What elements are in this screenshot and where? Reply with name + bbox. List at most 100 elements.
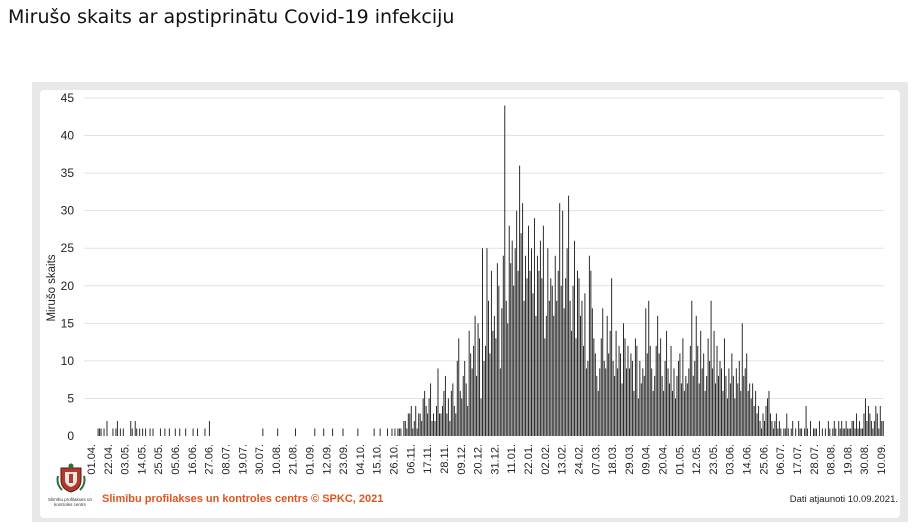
bar bbox=[856, 413, 858, 436]
bar bbox=[456, 360, 458, 436]
bar bbox=[658, 353, 660, 436]
bar bbox=[617, 368, 619, 436]
bar bbox=[565, 278, 567, 436]
bar bbox=[452, 383, 454, 436]
bar bbox=[529, 270, 531, 436]
bar bbox=[115, 428, 117, 436]
bar bbox=[628, 368, 630, 436]
bar bbox=[551, 285, 553, 436]
bar bbox=[152, 428, 154, 436]
bar bbox=[597, 390, 599, 436]
bar bbox=[547, 248, 549, 436]
y-tick-label: 10 bbox=[61, 354, 75, 368]
bar bbox=[854, 428, 856, 436]
bar bbox=[805, 405, 807, 436]
bar bbox=[323, 428, 325, 436]
bar bbox=[787, 428, 789, 436]
x-tick-label: 01.04. bbox=[86, 444, 98, 475]
bar bbox=[185, 428, 187, 436]
bar bbox=[674, 398, 676, 436]
bar bbox=[735, 368, 737, 436]
bar bbox=[747, 390, 749, 436]
bar bbox=[691, 300, 693, 436]
bar bbox=[479, 338, 481, 436]
bar bbox=[743, 375, 745, 436]
y-axis-tick-labels: 0 5 10 15 20 25 30 35 40 45 bbox=[61, 91, 75, 443]
bar bbox=[701, 368, 703, 436]
x-tick-label: 30.08. bbox=[859, 444, 871, 475]
bar bbox=[492, 330, 494, 436]
bar bbox=[692, 375, 694, 436]
bar bbox=[721, 368, 722, 436]
bar bbox=[767, 398, 768, 436]
bar bbox=[801, 428, 803, 436]
bar bbox=[627, 345, 629, 436]
bar bbox=[462, 375, 464, 436]
bar bbox=[710, 300, 712, 436]
y-tick-label: 45 bbox=[61, 91, 75, 105]
x-tick-label: 10.09. bbox=[876, 444, 888, 475]
bar bbox=[513, 285, 515, 436]
bars bbox=[97, 105, 884, 436]
bar bbox=[387, 428, 388, 436]
bar bbox=[661, 375, 663, 436]
bar bbox=[706, 375, 708, 436]
bar bbox=[447, 398, 449, 436]
bar bbox=[482, 248, 483, 436]
bar bbox=[775, 413, 777, 436]
bar bbox=[131, 428, 133, 436]
x-tick-label: 07.03. bbox=[590, 444, 602, 475]
chart-card bbox=[40, 90, 900, 518]
bar bbox=[596, 375, 598, 436]
x-tick-label: 19.07. bbox=[237, 444, 249, 475]
bar bbox=[533, 218, 535, 436]
x-tick-label: 17.11. bbox=[422, 444, 434, 474]
x-tick-label: 26.10. bbox=[389, 444, 401, 475]
bar bbox=[799, 428, 801, 436]
bar bbox=[857, 428, 859, 436]
bar bbox=[850, 428, 852, 436]
bar bbox=[734, 398, 736, 436]
bar bbox=[762, 413, 764, 436]
bar bbox=[99, 428, 101, 436]
bar bbox=[679, 353, 681, 436]
bar bbox=[415, 405, 417, 436]
bar bbox=[790, 428, 792, 436]
bar bbox=[568, 195, 570, 436]
bar bbox=[443, 390, 445, 436]
y-tick-label: 15 bbox=[61, 316, 75, 330]
bar bbox=[639, 360, 641, 436]
bar bbox=[425, 405, 427, 436]
bar bbox=[870, 420, 872, 436]
bar bbox=[421, 420, 423, 436]
bar bbox=[709, 360, 711, 436]
bar bbox=[130, 420, 132, 436]
bar bbox=[798, 420, 800, 436]
bar bbox=[485, 345, 486, 436]
bar bbox=[574, 240, 576, 436]
bar bbox=[459, 390, 461, 436]
bar bbox=[673, 368, 675, 436]
bar bbox=[498, 285, 500, 436]
bar bbox=[465, 383, 467, 436]
bar bbox=[208, 420, 210, 436]
bar bbox=[771, 420, 773, 436]
bar bbox=[526, 278, 528, 436]
bar bbox=[813, 428, 814, 436]
x-tick-label: 28.07. bbox=[809, 444, 821, 475]
bar bbox=[677, 360, 679, 436]
x-tick-label: 23.05. bbox=[708, 444, 720, 475]
x-tick-label: 12.09. bbox=[321, 444, 333, 475]
bar bbox=[649, 345, 651, 436]
bar bbox=[103, 428, 105, 436]
bar bbox=[633, 390, 635, 436]
bar bbox=[511, 240, 513, 436]
bar bbox=[192, 428, 194, 436]
bar bbox=[682, 338, 684, 436]
bar bbox=[403, 420, 405, 436]
bar bbox=[626, 368, 627, 436]
bar bbox=[872, 428, 874, 436]
bar bbox=[869, 413, 871, 436]
x-tick-label: 09.12. bbox=[456, 444, 468, 475]
bar bbox=[563, 308, 565, 436]
